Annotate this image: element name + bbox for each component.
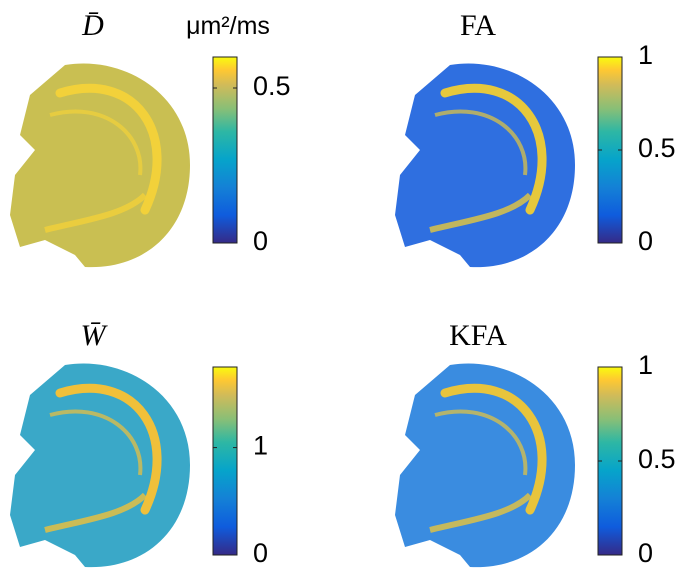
brain-slice <box>395 63 575 268</box>
brain-band <box>44 492 148 533</box>
brain-map <box>395 63 575 268</box>
brain-band <box>55 383 162 515</box>
tick-label: 0.5 <box>638 444 676 474</box>
tick-label: 0 <box>253 226 268 256</box>
brain-band <box>44 192 148 233</box>
tick-label: 1 <box>638 40 653 70</box>
brain-map <box>10 63 190 268</box>
brain-slice <box>395 363 575 568</box>
tick-label: 0 <box>638 226 653 256</box>
panel-title: W̄ <box>81 319 109 352</box>
brain-band <box>429 492 533 533</box>
tick-label: 1 <box>253 431 268 461</box>
brain-band <box>55 83 162 215</box>
tick-label: 0.5 <box>253 71 291 101</box>
tick-label: 0 <box>253 538 268 568</box>
brain-band <box>440 383 547 515</box>
brain-map <box>10 363 190 568</box>
tick-label: 0.5 <box>638 133 676 163</box>
panel-title: KFA <box>449 319 507 352</box>
brain-band <box>434 109 528 176</box>
colorbar <box>212 366 238 556</box>
brain-slice <box>10 63 190 268</box>
tick-label: 1 <box>638 350 653 380</box>
colorbar-label: μm²/ms <box>186 12 270 40</box>
colorbar <box>212 56 238 244</box>
tick-label: 0 <box>638 538 653 568</box>
brain-map <box>395 363 575 568</box>
brain-slice <box>10 363 190 568</box>
panel-title: D̄ <box>81 9 104 42</box>
brain-band <box>49 409 143 476</box>
brain-band <box>440 83 547 215</box>
brain-band <box>434 409 528 476</box>
brain-band <box>429 192 533 233</box>
panel-title: FA <box>460 9 496 42</box>
brain-band <box>49 109 143 176</box>
